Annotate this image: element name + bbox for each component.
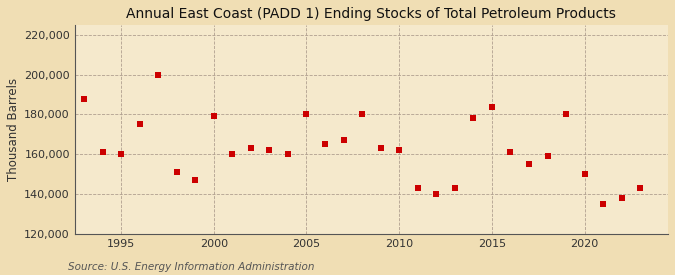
Point — [598, 202, 609, 206]
Point — [468, 116, 479, 121]
Y-axis label: Thousand Barrels: Thousand Barrels — [7, 78, 20, 181]
Point — [542, 154, 553, 158]
Point — [487, 104, 497, 109]
Point — [635, 186, 646, 190]
Point — [450, 186, 460, 190]
Point — [227, 152, 238, 156]
Point — [561, 112, 572, 117]
Point — [579, 172, 590, 177]
Point — [320, 142, 331, 147]
Point — [301, 112, 312, 117]
Point — [283, 152, 294, 156]
Point — [264, 148, 275, 153]
Point — [375, 146, 386, 150]
Point — [209, 114, 219, 119]
Point — [134, 122, 145, 127]
Point — [153, 73, 163, 77]
Point — [412, 186, 423, 190]
Point — [97, 150, 108, 155]
Text: Source: U.S. Energy Information Administration: Source: U.S. Energy Information Administ… — [68, 262, 314, 272]
Point — [190, 178, 200, 182]
Point — [524, 162, 535, 166]
Point — [78, 96, 89, 101]
Point — [338, 138, 349, 142]
Point — [115, 152, 126, 156]
Point — [431, 192, 441, 196]
Point — [246, 146, 256, 150]
Title: Annual East Coast (PADD 1) Ending Stocks of Total Petroleum Products: Annual East Coast (PADD 1) Ending Stocks… — [126, 7, 616, 21]
Point — [616, 196, 627, 200]
Point — [356, 112, 367, 117]
Point — [171, 170, 182, 174]
Point — [505, 150, 516, 155]
Point — [394, 148, 404, 153]
